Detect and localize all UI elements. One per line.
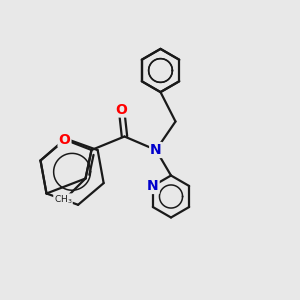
Text: O: O <box>116 103 128 116</box>
Text: O: O <box>58 133 70 146</box>
Text: CH$_3$: CH$_3$ <box>54 194 72 206</box>
Text: N: N <box>147 179 159 193</box>
Text: N: N <box>150 143 162 157</box>
